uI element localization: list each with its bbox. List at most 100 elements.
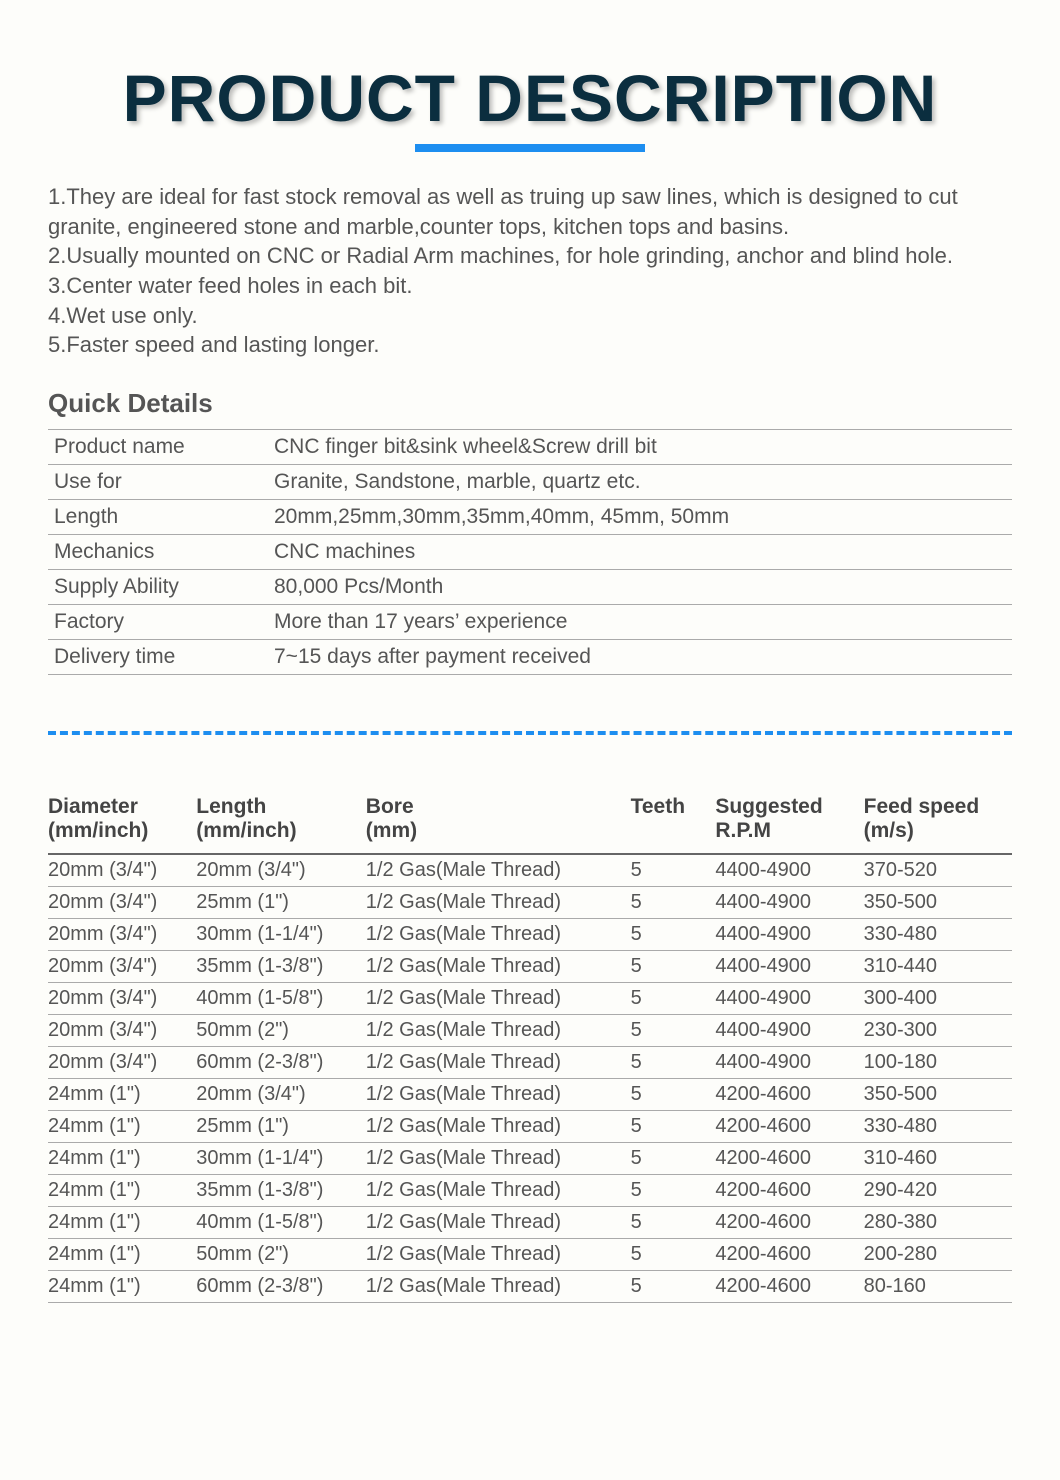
description-line: 4.Wet use only. (48, 301, 1012, 331)
cell: 5 (631, 854, 716, 887)
table-row: 24mm (1")35mm (1-3/8")1/2 Gas(Male Threa… (48, 1175, 1012, 1207)
cell: 310-460 (864, 1143, 1012, 1175)
cell: 4400-4900 (715, 887, 863, 919)
column-header: Length(mm/inch) (196, 791, 365, 854)
cell: 5 (631, 1111, 716, 1143)
detail-value: More than 17 years’ experience (268, 605, 1012, 640)
table-row: 20mm (3/4")40mm (1-5/8")1/2 Gas(Male Thr… (48, 983, 1012, 1015)
description-line: 1.They are ideal for fast stock removal … (48, 182, 1012, 241)
cell: 35mm (1-3/8") (196, 951, 365, 983)
cell: 1/2 Gas(Male Thread) (366, 1207, 631, 1239)
cell: 1/2 Gas(Male Thread) (366, 1143, 631, 1175)
cell: 370-520 (864, 854, 1012, 887)
cell: 20mm (3/4") (196, 1079, 365, 1111)
cell: 25mm (1") (196, 1111, 365, 1143)
cell: 200-280 (864, 1239, 1012, 1271)
detail-label: Factory (48, 605, 268, 640)
cell: 4200-4600 (715, 1143, 863, 1175)
cell: 5 (631, 983, 716, 1015)
description-line: 3.Center water feed holes in each bit. (48, 271, 1012, 301)
cell: 4400-4900 (715, 919, 863, 951)
table-row: Delivery time7~15 days after payment rec… (48, 640, 1012, 675)
cell: 5 (631, 1207, 716, 1239)
table-row: Length20mm,25mm,30mm,35mm,40mm, 45mm, 50… (48, 500, 1012, 535)
cell: 4200-4600 (715, 1239, 863, 1271)
cell: 350-500 (864, 1079, 1012, 1111)
cell: 24mm (1") (48, 1143, 196, 1175)
cell: 30mm (1-1/4") (196, 919, 365, 951)
column-header: Bore(mm) (366, 791, 631, 854)
cell: 4200-4600 (715, 1111, 863, 1143)
cell: 290-420 (864, 1175, 1012, 1207)
cell: 50mm (2") (196, 1239, 365, 1271)
detail-label: Product name (48, 430, 268, 465)
cell: 1/2 Gas(Male Thread) (366, 854, 631, 887)
detail-value: 20mm,25mm,30mm,35mm,40mm, 45mm, 50mm (268, 500, 1012, 535)
table-row: FactoryMore than 17 years’ experience (48, 605, 1012, 640)
cell: 1/2 Gas(Male Thread) (366, 1271, 631, 1303)
table-row: 20mm (3/4")30mm (1-1/4")1/2 Gas(Male Thr… (48, 919, 1012, 951)
cell: 1/2 Gas(Male Thread) (366, 983, 631, 1015)
section-divider (48, 731, 1012, 735)
table-row: 24mm (1")20mm (3/4")1/2 Gas(Male Thread)… (48, 1079, 1012, 1111)
cell: 24mm (1") (48, 1239, 196, 1271)
cell: 40mm (1-5/8") (196, 1207, 365, 1239)
cell: 60mm (2-3/8") (196, 1047, 365, 1079)
cell: 20mm (3/4") (48, 1015, 196, 1047)
title-block: PRODUCT DESCRIPTION (48, 60, 1012, 152)
table-row: MechanicsCNC machines (48, 535, 1012, 570)
cell: 1/2 Gas(Male Thread) (366, 951, 631, 983)
cell: 1/2 Gas(Male Thread) (366, 887, 631, 919)
cell: 1/2 Gas(Male Thread) (366, 1079, 631, 1111)
spec-table: Diameter(mm/inch)Length(mm/inch)Bore(mm)… (48, 791, 1012, 1303)
column-header: Teeth (631, 791, 716, 854)
table-row: 24mm (1")60mm (2-3/8")1/2 Gas(Male Threa… (48, 1271, 1012, 1303)
cell: 4400-4900 (715, 854, 863, 887)
table-row: 24mm (1")30mm (1-1/4")1/2 Gas(Male Threa… (48, 1143, 1012, 1175)
table-row: 20mm (3/4")50mm (2")1/2 Gas(Male Thread)… (48, 1015, 1012, 1047)
column-header: SuggestedR.P.M (715, 791, 863, 854)
cell: 5 (631, 1175, 716, 1207)
description-line: 5.Faster speed and lasting longer. (48, 330, 1012, 360)
title-underline (415, 144, 645, 152)
cell: 4400-4900 (715, 951, 863, 983)
cell: 20mm (3/4") (48, 887, 196, 919)
table-row: Supply Ability80,000 Pcs/Month (48, 570, 1012, 605)
detail-label: Supply Ability (48, 570, 268, 605)
cell: 24mm (1") (48, 1175, 196, 1207)
cell: 30mm (1-1/4") (196, 1143, 365, 1175)
cell: 24mm (1") (48, 1207, 196, 1239)
description-line: 2.Usually mounted on CNC or Radial Arm m… (48, 241, 1012, 271)
cell: 35mm (1-3/8") (196, 1175, 365, 1207)
cell: 4400-4900 (715, 1015, 863, 1047)
cell: 300-400 (864, 983, 1012, 1015)
quick-details-table: Product nameCNC finger bit&sink wheel&Sc… (48, 429, 1012, 675)
cell: 4200-4600 (715, 1079, 863, 1111)
cell: 20mm (3/4") (48, 1047, 196, 1079)
cell: 20mm (3/4") (48, 854, 196, 887)
table-row: 24mm (1")25mm (1")1/2 Gas(Male Thread)54… (48, 1111, 1012, 1143)
cell: 4400-4900 (715, 983, 863, 1015)
detail-label: Length (48, 500, 268, 535)
detail-value: CNC machines (268, 535, 1012, 570)
cell: 4200-4600 (715, 1175, 863, 1207)
table-row: 24mm (1")40mm (1-5/8")1/2 Gas(Male Threa… (48, 1207, 1012, 1239)
cell: 5 (631, 1015, 716, 1047)
cell: 4200-4600 (715, 1207, 863, 1239)
cell: 1/2 Gas(Male Thread) (366, 919, 631, 951)
cell: 5 (631, 1239, 716, 1271)
table-row: Product nameCNC finger bit&sink wheel&Sc… (48, 430, 1012, 465)
cell: 5 (631, 1047, 716, 1079)
cell: 330-480 (864, 919, 1012, 951)
table-row: Use forGranite, Sandstone, marble, quart… (48, 465, 1012, 500)
cell: 60mm (2-3/8") (196, 1271, 365, 1303)
cell: 310-440 (864, 951, 1012, 983)
cell: 5 (631, 951, 716, 983)
cell: 5 (631, 1143, 716, 1175)
column-header: Diameter(mm/inch) (48, 791, 196, 854)
table-row: 20mm (3/4")20mm (3/4")1/2 Gas(Male Threa… (48, 854, 1012, 887)
cell: 20mm (3/4") (48, 951, 196, 983)
detail-value: Granite, Sandstone, marble, quartz etc. (268, 465, 1012, 500)
cell: 280-380 (864, 1207, 1012, 1239)
cell: 50mm (2") (196, 1015, 365, 1047)
